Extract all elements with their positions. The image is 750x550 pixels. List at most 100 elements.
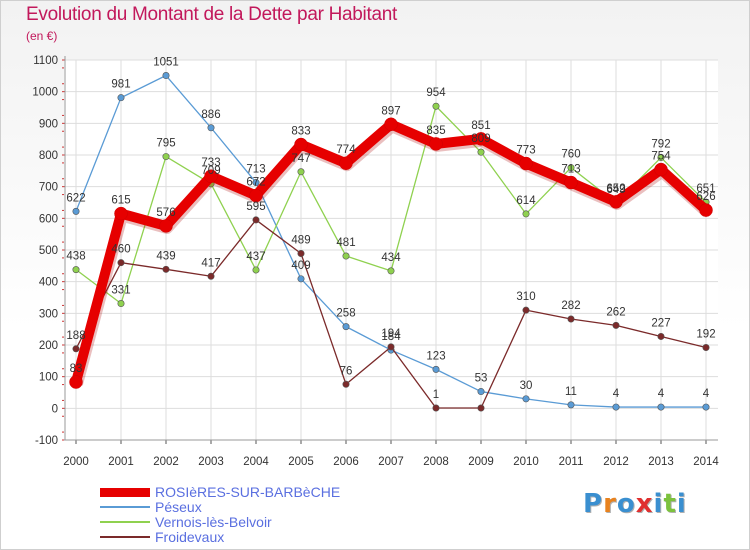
data-label: 809	[471, 133, 490, 145]
data-point	[477, 148, 485, 156]
data-point	[117, 300, 125, 308]
y-tick-label: 700	[39, 182, 58, 194]
data-label: 672	[246, 177, 265, 189]
data-point	[207, 272, 215, 280]
data-label: 184	[381, 331, 401, 343]
data-point	[69, 375, 83, 389]
data-point	[657, 403, 665, 411]
x-tick-label: 2014	[693, 456, 719, 468]
data-point	[387, 267, 395, 275]
x-tick-label: 2006	[333, 456, 359, 468]
data-label: 835	[426, 125, 445, 137]
y-tick-label: 1000	[32, 87, 58, 99]
data-label: 833	[291, 126, 310, 138]
legend-swatch	[100, 521, 150, 523]
data-label: 754	[651, 151, 671, 163]
x-tick-label: 2002	[153, 456, 179, 468]
data-label: 733	[201, 157, 220, 169]
data-label: 262	[606, 306, 625, 318]
data-label: 4	[703, 388, 710, 400]
data-label: 434	[381, 252, 401, 264]
data-label: 4	[658, 388, 665, 400]
data-label: 760	[561, 149, 580, 161]
data-label: 954	[426, 87, 446, 99]
data-label: 194	[381, 328, 401, 340]
proxiti-logo: Proxiti	[583, 489, 687, 519]
data-point	[297, 249, 305, 257]
data-point	[342, 323, 350, 331]
data-point	[522, 210, 530, 218]
data-label: 76	[340, 365, 353, 377]
x-tick-label: 2004	[243, 456, 269, 468]
data-label: 123	[426, 350, 445, 362]
legend-item: ROSIèRES-SUR-BARBèCHE	[100, 484, 400, 500]
x-tick-label: 2003	[198, 456, 224, 468]
data-label: 795	[156, 138, 175, 150]
data-point	[162, 265, 170, 273]
data-label: 595	[246, 201, 265, 213]
data-label: 188	[66, 330, 85, 342]
data-point	[117, 259, 125, 267]
data-point	[612, 403, 620, 411]
data-point	[432, 365, 440, 373]
data-point	[474, 132, 488, 146]
x-tick-label: 2008	[423, 456, 449, 468]
data-point	[72, 266, 80, 274]
data-point	[342, 252, 350, 260]
data-point	[339, 156, 353, 170]
data-label: 409	[291, 260, 310, 272]
data-label: 774	[336, 144, 356, 156]
legend-label: ROSIèRES-SUR-BARBèCHE	[155, 484, 341, 500]
data-point	[702, 403, 710, 411]
data-point	[519, 156, 533, 171]
data-point	[252, 179, 260, 187]
data-point	[477, 388, 485, 396]
data-label: 460	[111, 244, 130, 256]
data-label: 310	[516, 291, 535, 303]
data-label: 886	[201, 109, 220, 121]
legend-label: Vernois-lès-Belvoir	[155, 514, 272, 530]
data-point	[159, 219, 173, 233]
data-point	[249, 188, 263, 203]
data-label: 489	[291, 234, 310, 246]
data-label: 53	[475, 373, 488, 385]
data-label: 438	[66, 251, 85, 263]
data-label: 792	[651, 139, 670, 151]
data-label: 282	[561, 300, 580, 312]
data-point	[564, 175, 578, 190]
data-label: 1	[433, 389, 439, 401]
data-point	[429, 137, 443, 151]
data-point	[567, 401, 575, 409]
data-label: 626	[696, 191, 715, 203]
data-label: 713	[561, 164, 580, 176]
legend-item: Froidevaux	[100, 529, 400, 545]
legend-label: Froidevaux	[155, 529, 225, 545]
axes: -100 0 100 200 300 400 500 600 700 800 900 1000 1100…	[32, 55, 719, 468]
data-label: 437	[246, 251, 265, 263]
data-label: 30	[520, 380, 533, 392]
data-point	[567, 315, 575, 323]
data-point	[432, 102, 440, 110]
series-lines	[69, 72, 713, 412]
x-tick-label: 2010	[513, 456, 539, 468]
data-label: 614	[516, 195, 536, 207]
data-point	[114, 206, 128, 221]
data-label: 331	[111, 285, 130, 297]
data-label: 652	[606, 183, 625, 195]
data-label: 481	[336, 237, 355, 249]
data-point	[297, 168, 305, 176]
legend-swatch	[100, 488, 150, 497]
data-label: 713	[246, 164, 265, 176]
data-point	[252, 216, 260, 224]
data-point	[567, 164, 575, 172]
data-point	[477, 404, 485, 412]
y-tick-label: 1100	[33, 55, 58, 67]
data-point	[384, 117, 398, 132]
line-chart: -100 0 100 200 300 400 500 600 700 800 900 1000 1100…	[32, 55, 719, 468]
data-label: 851	[471, 120, 490, 132]
data-point	[207, 124, 215, 132]
data-label: 615	[111, 195, 130, 207]
data-point	[204, 169, 218, 183]
x-tick-label: 2011	[559, 456, 584, 468]
y-tick-label: 900	[39, 118, 58, 130]
